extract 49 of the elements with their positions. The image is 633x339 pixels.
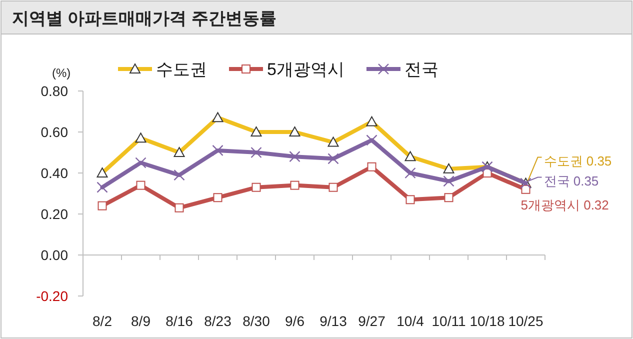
x-tick-label: 8/16 <box>166 313 194 329</box>
point <box>367 162 376 172</box>
legend-전국: 전국 <box>366 60 438 79</box>
x-tick-label: 8/9 <box>131 313 151 329</box>
point <box>406 195 415 204</box>
point <box>252 182 261 192</box>
x-tick-label: 9/6 <box>285 313 305 329</box>
point <box>174 203 184 212</box>
annotation: 전국 0.35 <box>544 173 599 188</box>
point <box>404 167 416 179</box>
point <box>328 182 338 192</box>
x-tick-label: 8/2 <box>92 313 112 329</box>
y-tick-label: 0.00 <box>40 247 68 263</box>
legend-label: 5개광역시 <box>267 60 344 79</box>
point <box>328 153 339 164</box>
annotation: 5개광역시 0.32 <box>520 197 609 212</box>
x-tick-label: 10/25 <box>508 313 544 329</box>
point <box>213 193 222 202</box>
point <box>444 193 454 202</box>
point <box>290 180 300 190</box>
x-tick-label: 10/18 <box>470 313 505 329</box>
point <box>98 201 107 210</box>
point <box>212 144 224 156</box>
x-tick-label: 10/11 <box>432 313 466 329</box>
x-tick-label: 9/27 <box>358 313 386 329</box>
point <box>136 180 146 190</box>
y-tick-label: -0.20 <box>36 288 68 304</box>
x-tick-label: 8/23 <box>204 313 232 329</box>
chart-title: 지역별 아파트매매가격 주간변동률 <box>12 9 276 28</box>
annotation: 수도권 0.35 <box>544 153 612 168</box>
point <box>135 157 146 168</box>
point <box>250 146 262 158</box>
point <box>289 151 300 162</box>
legend-label: 전국 <box>404 60 438 79</box>
y-tick-label: 0.80 <box>40 83 68 99</box>
legend-label: 수도권 <box>156 60 207 79</box>
x-tick-label: 9/13 <box>320 313 348 329</box>
point <box>366 134 378 146</box>
x-tick-label: 8/30 <box>242 313 270 329</box>
x-tick-label: 10/4 <box>396 313 424 329</box>
legend-수도권: 수도권 <box>118 60 207 79</box>
point <box>443 176 454 187</box>
y-axis-title: (%) <box>52 66 71 80</box>
point <box>521 184 530 194</box>
y-tick-label: 0.20 <box>40 206 68 222</box>
point <box>96 182 108 193</box>
y-tick-label: 0.40 <box>40 165 68 181</box>
point <box>174 169 185 181</box>
y-tick-label: 0.60 <box>40 124 68 140</box>
